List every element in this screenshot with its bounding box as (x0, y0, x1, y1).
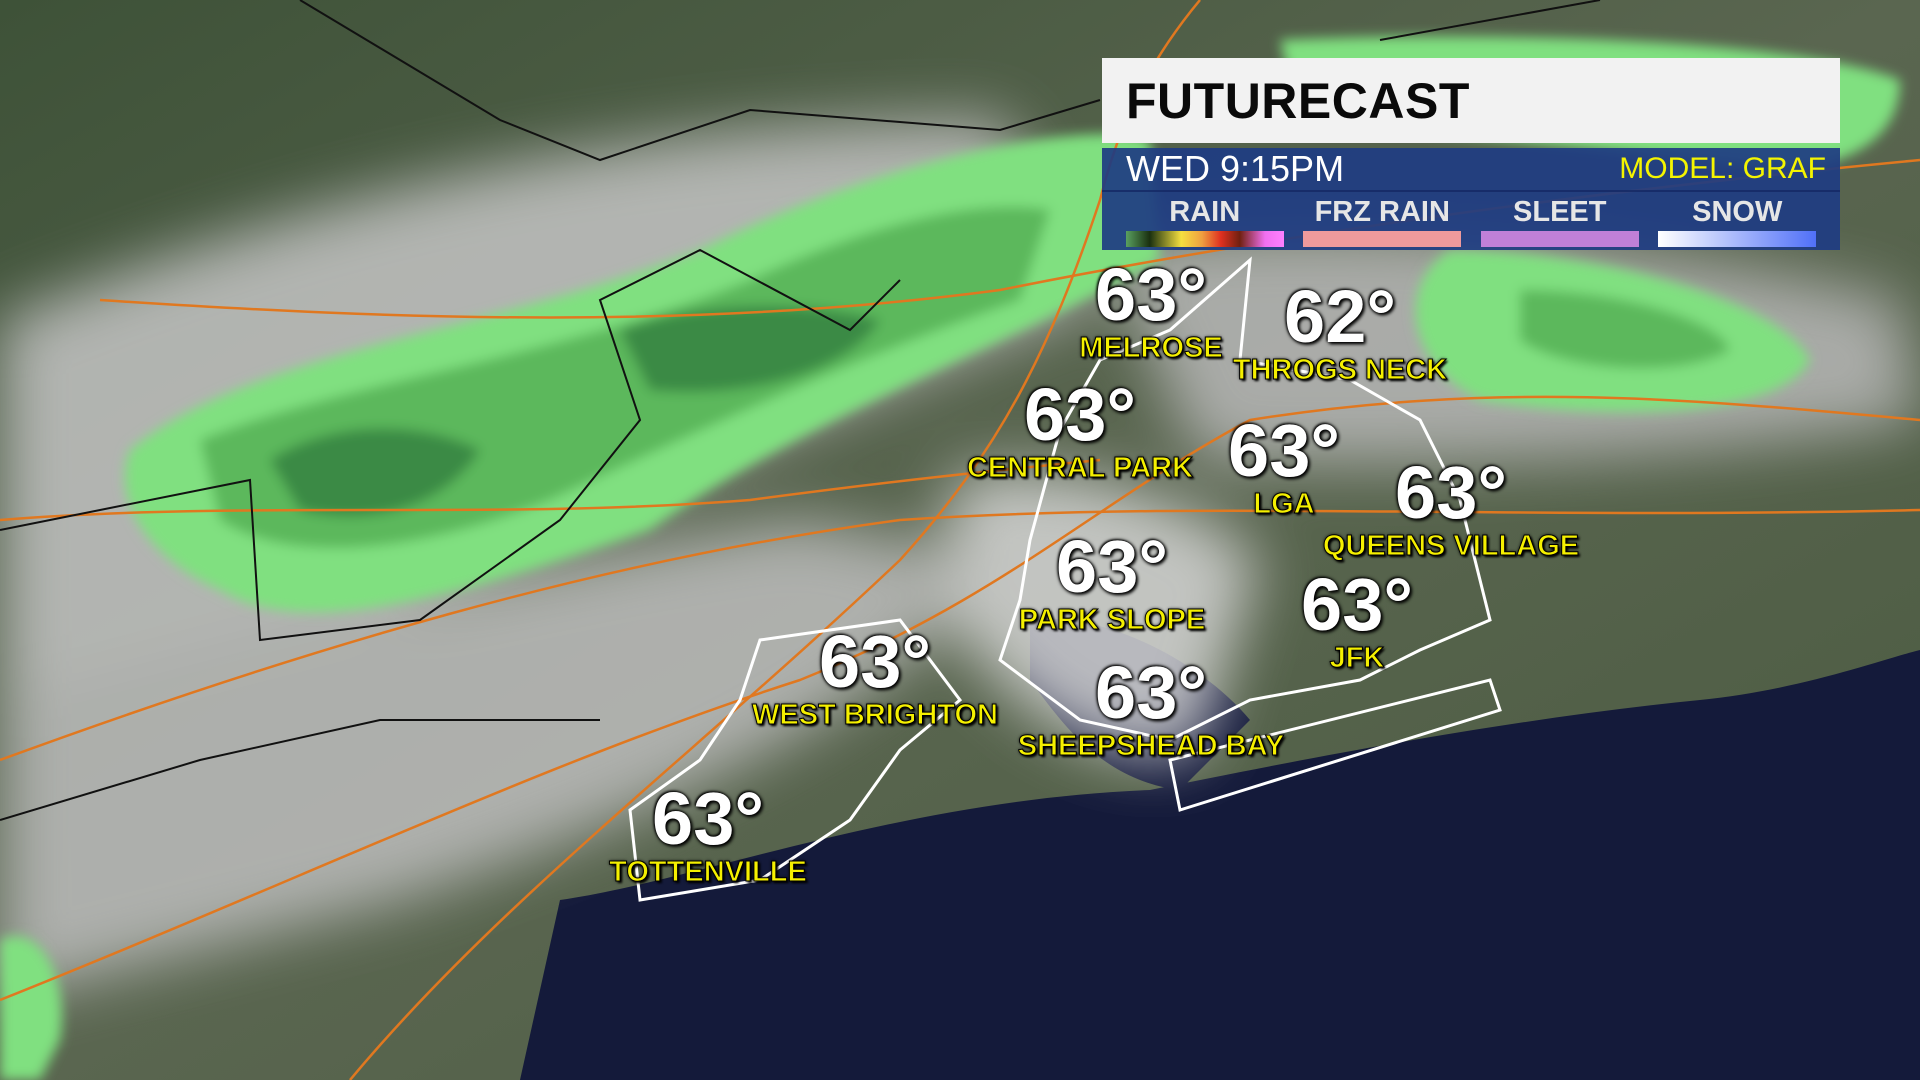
location-name: LGA (1253, 488, 1315, 520)
temperature: 62° (1284, 275, 1396, 358)
location-lga: 63° LGA (1228, 409, 1340, 520)
temperature: 63° (1301, 563, 1413, 646)
temperature: 63° (1395, 451, 1507, 534)
temperature: 63° (652, 777, 764, 860)
location-jfk: 63° JFK (1301, 563, 1413, 674)
legend-sleet: SLEET (1480, 192, 1640, 250)
ocean (520, 650, 1920, 1080)
location-name: QUEENS VILLAGE (1322, 530, 1580, 562)
legend-label: RAIN (1169, 196, 1241, 228)
location-name: MELROSE (1079, 332, 1223, 364)
temperature: 63° (1095, 651, 1207, 734)
legend-label: FRZ RAIN (1314, 196, 1450, 228)
precip-legend: RAIN FRZ RAIN SLEET SNOW (1102, 190, 1840, 250)
boundaries (0, 0, 1601, 821)
location-name: WEST BRIGHTON (752, 699, 999, 731)
location-throgs-neck: 62° THROGS NECK (1232, 275, 1448, 386)
location-tottenville: 63° TOTTENVILLE (609, 777, 808, 888)
temperature: 63° (1056, 525, 1168, 608)
temperature: 63° (1095, 253, 1207, 336)
temperature: 63° (819, 620, 931, 703)
location-name: THROGS NECK (1232, 354, 1448, 386)
location-park-slope: 63° PARK SLOPE (1018, 525, 1206, 636)
sleet-color-bar (1480, 231, 1639, 247)
legend-frz-rain: FRZ RAIN (1302, 192, 1462, 250)
temperature: 63° (1024, 373, 1136, 456)
location-west-brighton: 63° WEST BRIGHTON (752, 620, 999, 731)
location-queens-village: 63° QUEENS VILLAGE (1322, 451, 1580, 562)
legend-label: SNOW (1692, 196, 1783, 228)
snow-color-bar (1658, 231, 1817, 247)
temperature: 63° (1228, 409, 1340, 492)
legend-rain: RAIN (1125, 192, 1285, 250)
forecast-time: WED 9:15PM (1126, 148, 1345, 189)
location-melrose: 63° MELROSE (1079, 253, 1223, 364)
legend-snow: SNOW (1657, 192, 1817, 250)
frz-rain-color-bar (1303, 231, 1462, 247)
title-bar: FUTURECAST (1102, 58, 1840, 143)
info-box: WED 9:15PM MODEL: GRAF RAIN FRZ RAIN SLE… (1102, 148, 1840, 250)
location-name: SHEEPSHEAD BAY (1017, 730, 1285, 762)
model-label: MODEL: GRAF (1619, 152, 1826, 185)
location-name: PARK SLOPE (1018, 604, 1206, 636)
title: FUTURECAST (1126, 72, 1470, 129)
location-name: JFK (1329, 642, 1385, 674)
rain-color-bar (1125, 231, 1284, 247)
location-central-park: 63° CENTRAL PARK (966, 373, 1194, 484)
location-name: CENTRAL PARK (966, 452, 1194, 484)
nyc-outline (628, 256, 1502, 902)
location-name: TOTTENVILLE (609, 856, 808, 888)
location-sheepshead-bay: 63° SHEEPSHEAD BAY (1017, 651, 1285, 762)
legend-label: SLEET (1513, 196, 1607, 228)
futurecast-panel: FUTURECAST WED 9:15PM MODEL: GRAF RAIN F… (1102, 58, 1840, 250)
